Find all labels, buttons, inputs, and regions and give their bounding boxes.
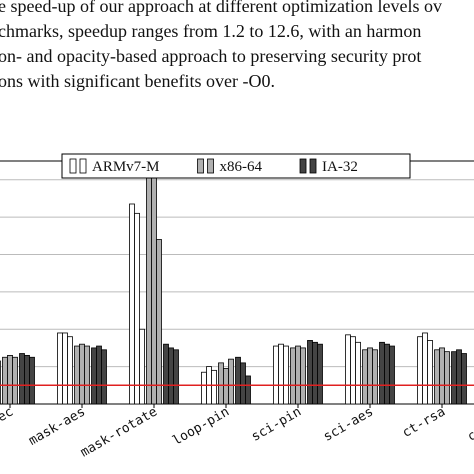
bar [79, 343, 85, 405]
bar [211, 369, 217, 405]
legend-swatch [79, 158, 87, 174]
bar [367, 347, 373, 405]
x-tick-label: ec [0, 404, 16, 425]
bar [163, 343, 169, 405]
bar [228, 358, 234, 405]
bar [379, 341, 385, 405]
legend-swatch [197, 158, 204, 174]
bar [201, 371, 207, 405]
caption-line: chmarks, speedup ranges from 1.2 to 12.6… [0, 21, 422, 41]
bar [2, 356, 8, 405]
legend-label: x86-64 [220, 159, 263, 175]
bar [19, 353, 25, 405]
bar [139, 328, 145, 405]
bar [7, 354, 13, 405]
bar [91, 347, 97, 405]
x-tick-label: sci-aes [321, 404, 376, 444]
bar [444, 351, 450, 405]
legend-swatch [207, 158, 214, 174]
bar [372, 349, 378, 405]
bar [439, 347, 445, 405]
x-tick-label: loop-pin [170, 404, 232, 448]
bar [245, 375, 251, 405]
caption-line: on- and opacity-based approach to preser… [0, 46, 422, 66]
bar [290, 347, 296, 405]
bar [129, 203, 135, 405]
bar [389, 345, 395, 405]
bar [24, 354, 30, 405]
x-tick-label: ct-mont [465, 404, 474, 444]
bar [456, 349, 462, 405]
bar [0, 360, 1, 405]
bar [278, 343, 284, 405]
bar [134, 212, 140, 405]
bar [384, 343, 390, 405]
x-tick-label: sci-pin [249, 404, 304, 444]
bar [168, 347, 174, 405]
bar [422, 332, 428, 405]
legend-box [61, 153, 411, 179]
bar [223, 368, 229, 405]
bar [317, 343, 323, 405]
bar [62, 332, 68, 405]
bar [146, 168, 152, 405]
bar [151, 168, 157, 405]
legend-swatch [69, 158, 77, 174]
bar [74, 345, 80, 405]
caption-line: ons with significant benefits over -O0. [0, 71, 275, 91]
bar [96, 345, 102, 405]
bar [417, 336, 423, 405]
x-tick-label: ct-rsa [400, 404, 448, 440]
x-tick-label: mask-aes [26, 404, 88, 448]
bar [273, 345, 279, 405]
bar [295, 345, 301, 405]
bar [451, 351, 457, 405]
bar [84, 345, 90, 405]
bar [240, 362, 246, 405]
bar [101, 349, 107, 405]
legend-label: IA-32 [322, 159, 358, 175]
bar [283, 345, 289, 405]
x-tick-label: mask-rotate [78, 404, 160, 460]
bar [427, 340, 433, 405]
bar [350, 336, 356, 405]
bar [156, 239, 162, 405]
bar [434, 349, 440, 405]
bar [173, 349, 179, 405]
bar [307, 340, 313, 405]
bar [67, 336, 73, 405]
caption-line: e speed-up of our approach at different … [0, 0, 443, 16]
bar [235, 356, 241, 405]
bar [355, 341, 361, 405]
bar [29, 356, 35, 405]
legend-label: ARMv7-M [92, 159, 160, 175]
legend: ARMv7-M x86-64 IA-32 [61, 153, 411, 179]
bar [12, 356, 18, 405]
legend-swatch [299, 158, 307, 174]
bar [362, 349, 368, 405]
bar [345, 334, 351, 405]
bar [312, 341, 318, 405]
bar [300, 347, 306, 405]
legend-swatch [309, 158, 317, 174]
bar [461, 353, 467, 405]
bar [218, 362, 224, 405]
bar [57, 332, 63, 405]
